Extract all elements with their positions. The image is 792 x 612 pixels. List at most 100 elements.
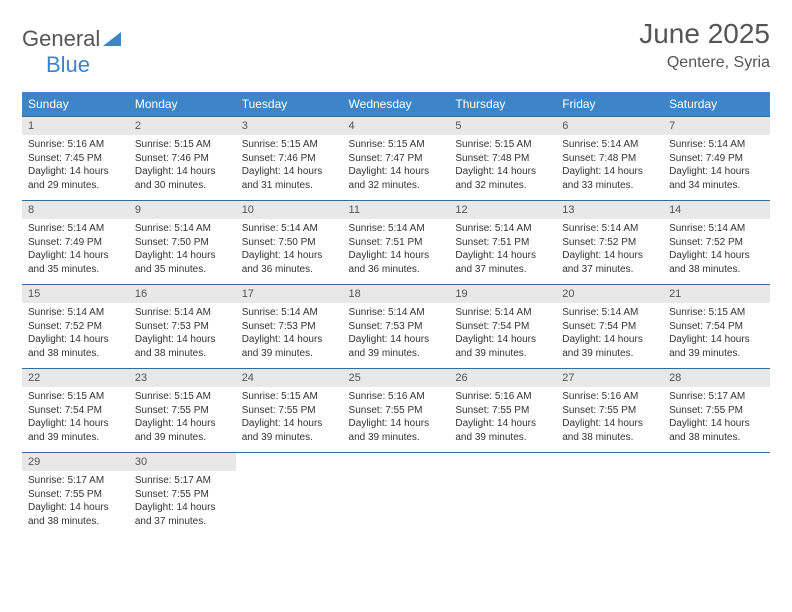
- sunset: Sunset: 7:50 PM: [135, 236, 230, 250]
- day-number: 20: [556, 285, 663, 304]
- day-detail: Sunrise: 5:14 AMSunset: 7:49 PMDaylight:…: [22, 219, 129, 285]
- day-number: 9: [129, 201, 236, 220]
- day-number: 19: [449, 285, 556, 304]
- day-number: 29: [22, 453, 129, 472]
- sunrise: Sunrise: 5:15 AM: [135, 390, 230, 404]
- daylight: Daylight: 14 hours and 37 minutes.: [562, 249, 657, 276]
- day-number: 7: [663, 117, 770, 136]
- day-detail: Sunrise: 5:14 AMSunset: 7:52 PMDaylight:…: [663, 219, 770, 285]
- day-number: 23: [129, 369, 236, 388]
- daynum-row: 1234567: [22, 117, 770, 136]
- sunset: Sunset: 7:48 PM: [455, 152, 550, 166]
- daylight: Daylight: 14 hours and 39 minutes.: [135, 417, 230, 444]
- empty-cell: [663, 453, 770, 472]
- sunrise: Sunrise: 5:14 AM: [562, 138, 657, 152]
- sunset: Sunset: 7:55 PM: [669, 404, 764, 418]
- sunrise: Sunrise: 5:14 AM: [562, 222, 657, 236]
- empty-cell: [663, 471, 770, 536]
- sunset: Sunset: 7:55 PM: [349, 404, 444, 418]
- sunrise: Sunrise: 5:15 AM: [669, 306, 764, 320]
- daylight: Daylight: 14 hours and 38 minutes.: [669, 417, 764, 444]
- sunrise: Sunrise: 5:14 AM: [669, 222, 764, 236]
- day-number: 10: [236, 201, 343, 220]
- day-detail: Sunrise: 5:15 AMSunset: 7:48 PMDaylight:…: [449, 135, 556, 201]
- daynum-row: 15161718192021: [22, 285, 770, 304]
- sunrise: Sunrise: 5:15 AM: [242, 138, 337, 152]
- sunset: Sunset: 7:48 PM: [562, 152, 657, 166]
- day-number: 5: [449, 117, 556, 136]
- empty-cell: [449, 453, 556, 472]
- day-number: 25: [343, 369, 450, 388]
- daylight: Daylight: 14 hours and 38 minutes.: [669, 249, 764, 276]
- daylight: Daylight: 14 hours and 30 minutes.: [135, 165, 230, 192]
- sunset: Sunset: 7:49 PM: [28, 236, 123, 250]
- title-block: June 2025 Qentere, Syria: [639, 18, 770, 72]
- daylight: Daylight: 14 hours and 37 minutes.: [135, 501, 230, 528]
- detail-row: Sunrise: 5:17 AMSunset: 7:55 PMDaylight:…: [22, 471, 770, 536]
- day-number: 8: [22, 201, 129, 220]
- day-detail: Sunrise: 5:14 AMSunset: 7:52 PMDaylight:…: [556, 219, 663, 285]
- sunset: Sunset: 7:54 PM: [562, 320, 657, 334]
- daylight: Daylight: 14 hours and 37 minutes.: [455, 249, 550, 276]
- day-number: 13: [556, 201, 663, 220]
- day-detail: Sunrise: 5:17 AMSunset: 7:55 PMDaylight:…: [129, 471, 236, 536]
- header: General Blue June 2025 Qentere, Syria: [22, 18, 770, 78]
- daylight: Daylight: 14 hours and 39 minutes.: [562, 333, 657, 360]
- sunrise: Sunrise: 5:14 AM: [242, 222, 337, 236]
- empty-cell: [343, 471, 450, 536]
- sunset: Sunset: 7:46 PM: [135, 152, 230, 166]
- daylight: Daylight: 14 hours and 35 minutes.: [135, 249, 230, 276]
- sunset: Sunset: 7:52 PM: [669, 236, 764, 250]
- sunset: Sunset: 7:55 PM: [242, 404, 337, 418]
- sunset: Sunset: 7:55 PM: [135, 488, 230, 502]
- day-number: 26: [449, 369, 556, 388]
- detail-row: Sunrise: 5:14 AMSunset: 7:52 PMDaylight:…: [22, 303, 770, 369]
- sunrise: Sunrise: 5:14 AM: [455, 222, 550, 236]
- day-number: 15: [22, 285, 129, 304]
- sunset: Sunset: 7:55 PM: [562, 404, 657, 418]
- daylight: Daylight: 14 hours and 31 minutes.: [242, 165, 337, 192]
- day-detail: Sunrise: 5:14 AMSunset: 7:53 PMDaylight:…: [236, 303, 343, 369]
- daylight: Daylight: 14 hours and 39 minutes.: [28, 417, 123, 444]
- daylight: Daylight: 14 hours and 32 minutes.: [455, 165, 550, 192]
- daynum-row: 22232425262728: [22, 369, 770, 388]
- sunrise: Sunrise: 5:16 AM: [562, 390, 657, 404]
- daynum-row: 891011121314: [22, 201, 770, 220]
- day-number: 16: [129, 285, 236, 304]
- day-detail: Sunrise: 5:14 AMSunset: 7:52 PMDaylight:…: [22, 303, 129, 369]
- day-detail: Sunrise: 5:14 AMSunset: 7:54 PMDaylight:…: [449, 303, 556, 369]
- sunset: Sunset: 7:52 PM: [562, 236, 657, 250]
- sunset: Sunset: 7:53 PM: [135, 320, 230, 334]
- daylight: Daylight: 14 hours and 39 minutes.: [242, 417, 337, 444]
- day-detail: Sunrise: 5:15 AMSunset: 7:46 PMDaylight:…: [236, 135, 343, 201]
- sunset: Sunset: 7:54 PM: [455, 320, 550, 334]
- day-number: 24: [236, 369, 343, 388]
- day-detail: Sunrise: 5:15 AMSunset: 7:55 PMDaylight:…: [129, 387, 236, 453]
- sunrise: Sunrise: 5:16 AM: [455, 390, 550, 404]
- day-detail: Sunrise: 5:14 AMSunset: 7:54 PMDaylight:…: [556, 303, 663, 369]
- day-detail: Sunrise: 5:15 AMSunset: 7:47 PMDaylight:…: [343, 135, 450, 201]
- day-header: Friday: [556, 92, 663, 117]
- daynum-row: 2930: [22, 453, 770, 472]
- daylight: Daylight: 14 hours and 29 minutes.: [28, 165, 123, 192]
- sunset: Sunset: 7:45 PM: [28, 152, 123, 166]
- day-detail: Sunrise: 5:16 AMSunset: 7:55 PMDaylight:…: [556, 387, 663, 453]
- sunset: Sunset: 7:51 PM: [349, 236, 444, 250]
- sunset: Sunset: 7:52 PM: [28, 320, 123, 334]
- location: Qentere, Syria: [639, 54, 770, 72]
- day-detail: Sunrise: 5:15 AMSunset: 7:46 PMDaylight:…: [129, 135, 236, 201]
- day-number: 14: [663, 201, 770, 220]
- day-number: 17: [236, 285, 343, 304]
- day-detail: Sunrise: 5:14 AMSunset: 7:50 PMDaylight:…: [129, 219, 236, 285]
- day-number: 2: [129, 117, 236, 136]
- logo-text-gray: General: [22, 26, 100, 51]
- day-detail: Sunrise: 5:14 AMSunset: 7:53 PMDaylight:…: [343, 303, 450, 369]
- daylight: Daylight: 14 hours and 38 minutes.: [28, 333, 123, 360]
- sunrise: Sunrise: 5:16 AM: [28, 138, 123, 152]
- day-detail: Sunrise: 5:15 AMSunset: 7:54 PMDaylight:…: [22, 387, 129, 453]
- detail-row: Sunrise: 5:16 AMSunset: 7:45 PMDaylight:…: [22, 135, 770, 201]
- sunset: Sunset: 7:55 PM: [135, 404, 230, 418]
- day-number: 22: [22, 369, 129, 388]
- day-number: 18: [343, 285, 450, 304]
- daylight: Daylight: 14 hours and 36 minutes.: [242, 249, 337, 276]
